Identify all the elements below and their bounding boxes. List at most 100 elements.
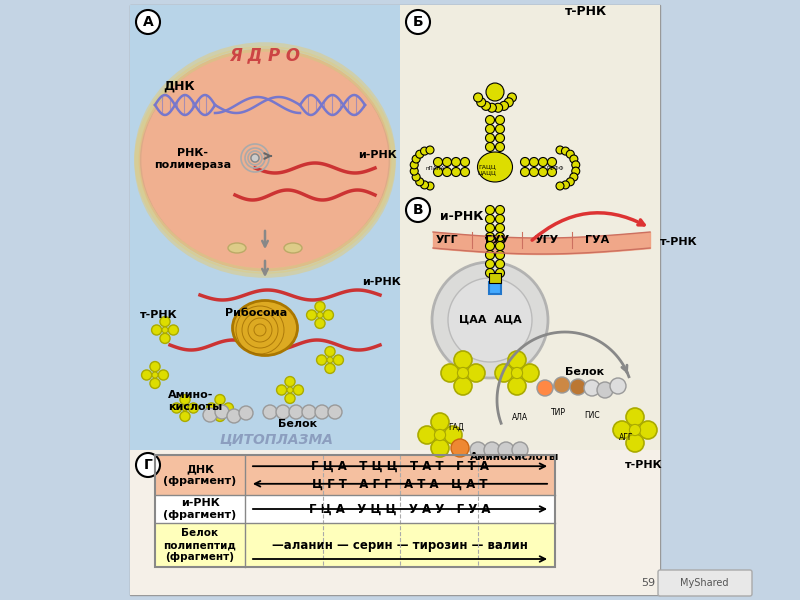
- Circle shape: [285, 394, 295, 403]
- Circle shape: [530, 157, 538, 166]
- Circle shape: [442, 157, 451, 166]
- Circle shape: [441, 364, 459, 382]
- Circle shape: [486, 142, 494, 151]
- Circle shape: [495, 142, 505, 151]
- Circle shape: [418, 426, 436, 444]
- Text: Ц Г Т   А Г Г   А Т А   Ц А Т: Ц Г Т А Г Г А Т А Ц А Т: [312, 478, 488, 490]
- Circle shape: [554, 377, 570, 393]
- Circle shape: [486, 214, 494, 223]
- Text: УГУ: УГУ: [535, 235, 559, 245]
- Circle shape: [498, 442, 514, 458]
- Text: 59: 59: [641, 578, 655, 588]
- Circle shape: [276, 405, 290, 419]
- Circle shape: [486, 133, 494, 142]
- Text: В: В: [413, 203, 423, 217]
- Text: ГАД: ГАД: [448, 423, 464, 432]
- Circle shape: [597, 382, 613, 398]
- Text: Г: Г: [143, 458, 153, 472]
- Circle shape: [537, 380, 553, 396]
- Circle shape: [325, 347, 335, 356]
- Circle shape: [499, 101, 509, 110]
- Circle shape: [160, 334, 170, 343]
- Circle shape: [556, 146, 564, 154]
- Circle shape: [160, 317, 170, 326]
- Text: Я Д Р О: Я Д Р О: [230, 46, 301, 64]
- Circle shape: [442, 167, 451, 176]
- Circle shape: [162, 327, 168, 333]
- Circle shape: [495, 223, 505, 232]
- Circle shape: [334, 355, 343, 365]
- Circle shape: [504, 98, 514, 107]
- Ellipse shape: [228, 243, 246, 253]
- Circle shape: [227, 409, 241, 423]
- Circle shape: [451, 167, 461, 176]
- Circle shape: [508, 351, 526, 369]
- Circle shape: [426, 146, 434, 154]
- Circle shape: [416, 150, 424, 158]
- Circle shape: [610, 378, 626, 394]
- Circle shape: [486, 259, 494, 269]
- Circle shape: [495, 205, 505, 214]
- Circle shape: [486, 269, 494, 277]
- Circle shape: [495, 115, 505, 124]
- FancyBboxPatch shape: [130, 5, 400, 455]
- Circle shape: [317, 312, 323, 318]
- Circle shape: [182, 405, 188, 411]
- Circle shape: [158, 370, 169, 380]
- Circle shape: [171, 403, 182, 413]
- Text: ГУУ: ГУУ: [485, 235, 509, 245]
- Circle shape: [461, 167, 470, 176]
- Circle shape: [306, 310, 317, 320]
- Circle shape: [410, 161, 418, 169]
- Circle shape: [495, 364, 513, 382]
- Ellipse shape: [140, 50, 390, 270]
- Text: АЛА: АЛА: [512, 413, 528, 422]
- Text: РНК-
полимераза: РНК- полимераза: [154, 148, 231, 170]
- Circle shape: [495, 269, 505, 277]
- Circle shape: [613, 421, 631, 439]
- Circle shape: [482, 101, 490, 110]
- Circle shape: [412, 173, 420, 181]
- Circle shape: [486, 83, 504, 101]
- Text: ДНК
(фрагмент): ДНК (фрагмент): [163, 464, 237, 486]
- Circle shape: [566, 150, 574, 158]
- Circle shape: [486, 115, 494, 124]
- Text: и-РНК: и-РНК: [358, 150, 397, 160]
- Circle shape: [484, 442, 500, 458]
- Circle shape: [203, 408, 217, 422]
- Circle shape: [406, 198, 430, 222]
- Circle shape: [495, 251, 505, 259]
- Text: т-РНК: т-РНК: [140, 310, 178, 320]
- Circle shape: [150, 379, 160, 388]
- Circle shape: [431, 439, 449, 457]
- Circle shape: [458, 367, 469, 379]
- Circle shape: [215, 405, 229, 419]
- Circle shape: [448, 278, 532, 362]
- Circle shape: [277, 385, 286, 395]
- Circle shape: [421, 147, 429, 155]
- Circle shape: [302, 405, 316, 419]
- Text: и-РНК: и-РНК: [362, 277, 401, 287]
- Text: ГИС: ГИС: [584, 411, 600, 420]
- Circle shape: [431, 413, 449, 431]
- Circle shape: [474, 93, 482, 102]
- Circle shape: [495, 241, 505, 251]
- Circle shape: [521, 364, 539, 382]
- Circle shape: [434, 167, 442, 176]
- Circle shape: [566, 178, 574, 186]
- Text: т-РНК: т-РНК: [660, 237, 698, 247]
- Circle shape: [328, 405, 342, 419]
- Circle shape: [434, 157, 442, 166]
- Text: Г Ц А   У Ц Ц   У А У   Г У А: Г Ц А У Ц Ц У А У Г У А: [310, 503, 490, 515]
- Circle shape: [454, 351, 472, 369]
- FancyBboxPatch shape: [155, 523, 555, 567]
- Text: Белок: Белок: [278, 419, 317, 429]
- Circle shape: [547, 167, 557, 176]
- Text: т-РНК: т-РНК: [565, 5, 607, 18]
- Circle shape: [507, 93, 517, 102]
- FancyBboxPatch shape: [130, 450, 660, 595]
- Circle shape: [486, 223, 494, 232]
- Text: ГАЦЦ
ЦАЦЦ: ГАЦЦ ЦАЦЦ: [478, 164, 497, 175]
- Circle shape: [470, 442, 486, 458]
- Circle shape: [572, 161, 580, 169]
